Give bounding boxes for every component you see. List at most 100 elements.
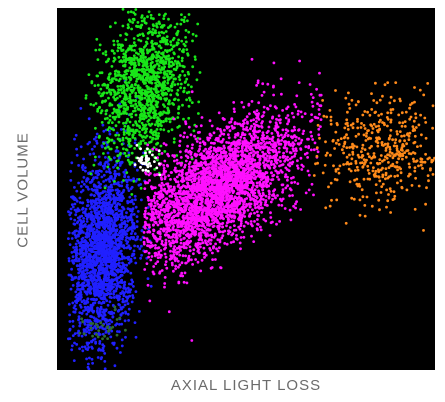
scatter-point [150, 65, 154, 69]
scatter-point [99, 305, 103, 309]
scatter-point [113, 236, 116, 240]
scatter-point [81, 349, 85, 353]
scatter-point [87, 282, 91, 285]
scatter-point [139, 238, 143, 242]
scatter-point [113, 91, 116, 94]
scatter-point [134, 64, 137, 67]
scatter-point [105, 170, 108, 174]
scatter-point [116, 198, 119, 202]
scatter-point [81, 243, 85, 247]
scatter-point [74, 307, 78, 311]
scatter-point [89, 315, 92, 318]
scatter-point [121, 311, 125, 315]
scatter-point [112, 39, 116, 43]
scatter-point [230, 117, 234, 120]
scatter-point [122, 52, 126, 56]
scatter-point [284, 173, 288, 177]
scatter-point [121, 297, 125, 301]
scatter-point [131, 236, 135, 239]
scatter-point [231, 191, 235, 195]
scatter-point [98, 238, 102, 242]
scatter-point [126, 23, 130, 27]
scatter-point [162, 120, 165, 124]
scatter-point [100, 209, 104, 213]
scatter-point [85, 299, 89, 303]
scatter-point [88, 331, 91, 335]
scatter-point [111, 252, 115, 255]
scatter-point [155, 128, 159, 131]
scatter-point [110, 138, 114, 142]
scatter-point [90, 266, 93, 269]
scatter-point [90, 275, 93, 279]
scatter-point [283, 207, 287, 210]
scatter-point [123, 319, 127, 323]
scatter-point [87, 187, 90, 191]
scatter-point [76, 282, 79, 286]
scatter-point [143, 96, 147, 100]
scatter-point [120, 322, 124, 326]
scatter-point [144, 81, 147, 85]
scatter-point [257, 125, 261, 128]
scatter-point [74, 236, 78, 239]
scatter-point [176, 116, 180, 119]
scatter-point [142, 139, 145, 142]
scatter-point [105, 216, 108, 220]
scatter-point [121, 55, 125, 59]
scatter-point [115, 146, 119, 149]
scatter-point [172, 51, 176, 55]
scatter-point [242, 105, 246, 109]
scatter-point [213, 232, 217, 236]
scatter-point [233, 216, 236, 220]
scatter-point [102, 167, 106, 170]
scatter-point [163, 159, 167, 163]
scatter-point [130, 27, 133, 31]
scatter-point [121, 8, 125, 11]
scatter-point [153, 71, 157, 75]
scatter-point [128, 58, 132, 61]
scatter-point [310, 134, 313, 138]
scatter-point [77, 181, 80, 185]
scatter-point [214, 258, 217, 261]
scatter-point [161, 51, 165, 54]
scatter-point [178, 195, 182, 199]
scatter-point [119, 351, 122, 354]
scatter-point [72, 250, 76, 254]
scatter-point [97, 198, 101, 202]
scatter-point [160, 86, 164, 90]
scatter-point [137, 142, 141, 146]
scatter-point [84, 169, 87, 173]
scatter-point [250, 57, 254, 61]
scatter-point [151, 33, 154, 36]
scatter-point [77, 317, 81, 321]
scatter-point [81, 206, 85, 210]
scatter-point [259, 225, 262, 229]
scatter-point [176, 162, 179, 165]
scatter-point [312, 148, 316, 152]
scatter-point [182, 280, 186, 284]
scatter-point [156, 202, 160, 206]
scatter-point [76, 299, 80, 302]
scatter-point [307, 137, 310, 141]
scatter-point [157, 31, 161, 34]
scatter-point [117, 237, 120, 240]
scatter-point [97, 294, 101, 298]
scatter-point [90, 297, 93, 301]
scatter-point [131, 134, 135, 137]
scatter-point [186, 181, 190, 185]
scatter-point [260, 178, 263, 182]
scatter-point [317, 108, 321, 111]
scatter-point [167, 26, 170, 29]
scatter-point [78, 303, 82, 307]
scatter-point [127, 130, 130, 134]
scatter-point [180, 49, 184, 53]
scatter-point [132, 57, 135, 61]
scatter-point [262, 111, 266, 114]
scatter-point [103, 352, 107, 355]
scatter-point [103, 287, 106, 291]
scatter-point [286, 158, 290, 162]
scatter-point [108, 200, 111, 204]
scatter-point [87, 310, 90, 314]
scatter-point [134, 82, 137, 86]
scatter-point [148, 135, 152, 139]
scatter-point [73, 229, 77, 233]
